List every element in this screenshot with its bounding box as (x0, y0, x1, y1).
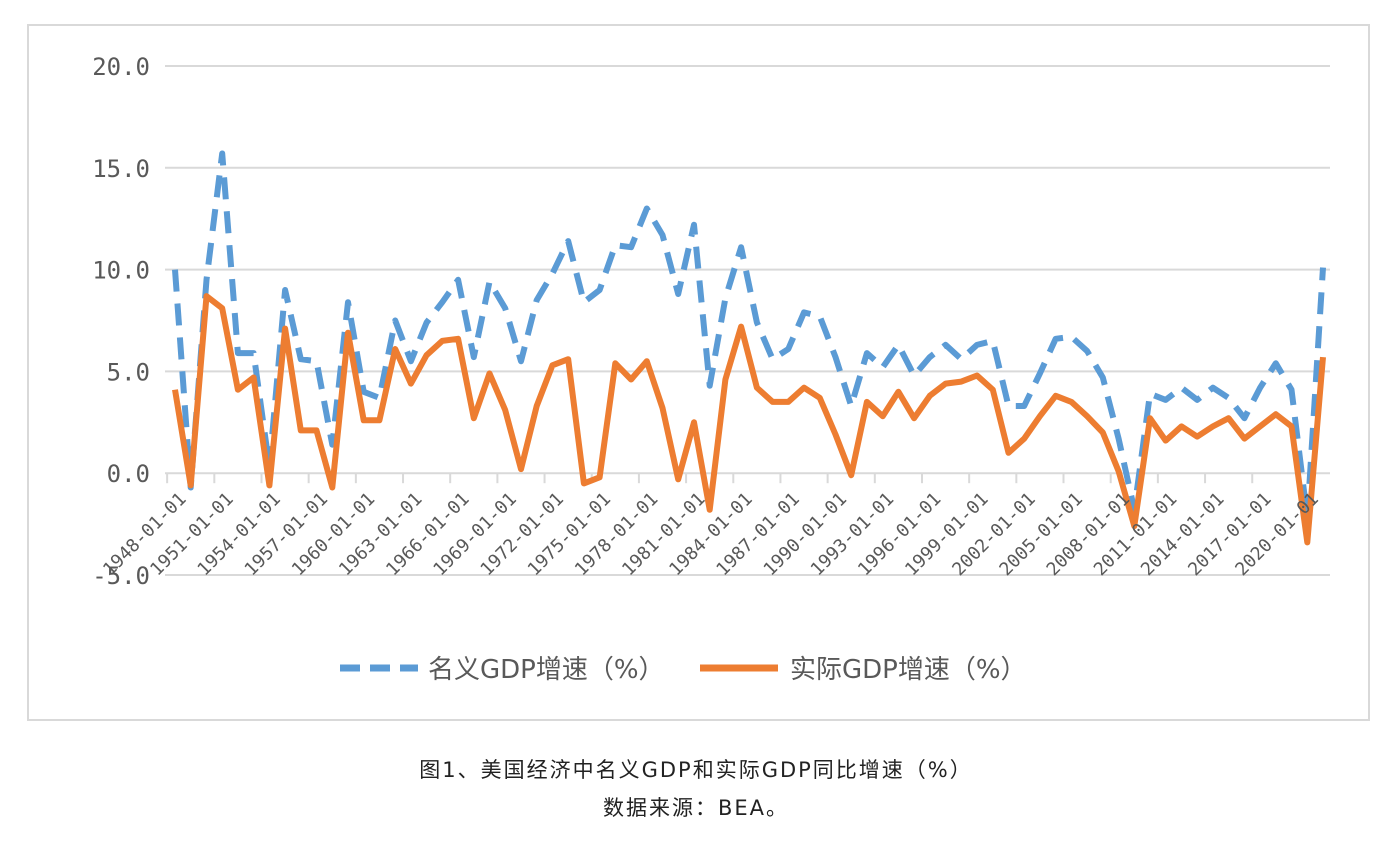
y-tick-label: 20.0 (92, 53, 150, 81)
gridlines (165, 65, 1330, 576)
y-tick-label: 15.0 (92, 155, 150, 183)
nominal-gdp-line (172, 150, 1326, 521)
figure-caption: 图1、美国经济中名义GDP和实际GDP同比增速（%） (419, 758, 973, 782)
legend-label: 实际GDP增速（%） (790, 655, 1027, 685)
y-tick-label: 5.0 (107, 358, 150, 386)
y-tick-label: -5.0 (92, 562, 150, 590)
y-tick-label: 10.0 (92, 257, 150, 285)
legend: 名义GDP增速（%） 实际GDP增速（%） (340, 655, 1027, 685)
real-gdp-line (172, 293, 1326, 546)
y-axis-ticks: 20.0 15.0 10.0 5.0 0.0 -5.0 (92, 53, 150, 590)
y-tick-label: 0.0 (107, 460, 150, 488)
data-source: 数据来源：BEA。 (602, 796, 790, 820)
legend-label: 名义GDP增速（%） (428, 655, 665, 685)
chart-frame (27, 24, 1370, 721)
series-lines (172, 150, 1326, 546)
